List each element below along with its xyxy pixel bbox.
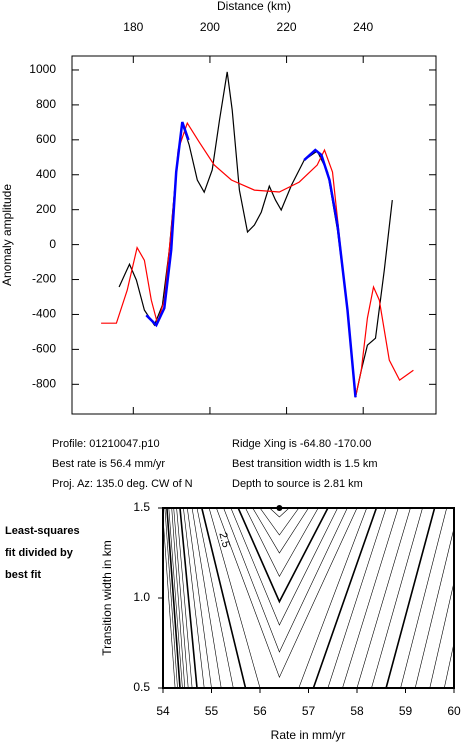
contour-line (171, 508, 454, 688)
contour-line (179, 508, 436, 688)
line (145, 121, 357, 398)
y-axis-label: Anomaly amplitude (0, 184, 14, 286)
annotation: Ridge Xing is -64.80 -170.00 (232, 438, 371, 450)
contour-line (163, 516, 176, 688)
y-tick-label: -200 (32, 272, 56, 286)
contour-line (201, 508, 378, 688)
y-tick-label: -600 (32, 342, 56, 356)
side-title: Least-squares (5, 525, 80, 537)
y-tick-label: 1000 (29, 62, 56, 76)
y-tick-label: 0.5 (133, 680, 150, 694)
y-tick-label: 200 (36, 202, 56, 216)
side-title: best fit (5, 569, 41, 581)
y-tick-label: -800 (32, 376, 56, 390)
line (101, 121, 414, 398)
plot-area (101, 71, 414, 398)
contour-line (196, 508, 387, 688)
y-tick-label: 1.0 (133, 590, 150, 604)
contour-line (173, 508, 454, 688)
y-tick-label: 600 (36, 132, 56, 146)
contour-line (168, 508, 454, 688)
contour-line (183, 508, 423, 688)
x-tick-label: 58 (350, 704, 364, 718)
x-tick-label: 56 (253, 704, 267, 718)
x-tick-label: 180 (123, 20, 143, 34)
annotation: Depth to source is 2.81 km (232, 478, 363, 490)
contour-line (223, 508, 348, 653)
plot-area (163, 508, 454, 688)
contour-line (216, 508, 358, 678)
y-axis-label: Transition width in km (100, 540, 114, 656)
contour-line (164, 508, 178, 688)
annotation: Profile: 01210047.p10 (52, 438, 160, 450)
x-tick-label: 57 (302, 704, 316, 718)
top-frame (71, 55, 437, 415)
contour-line (208, 508, 367, 688)
side-title: fit divided by (5, 547, 74, 559)
annotation: Best transition width is 1.5 km (232, 458, 378, 470)
x-tick-label: 220 (277, 20, 297, 34)
contour-label: 2.5 (216, 531, 232, 549)
contour-line (176, 508, 447, 688)
y-tick-label: 400 (36, 167, 56, 181)
annotation: Best rate is 56.4 mm/yr (52, 458, 165, 470)
x-tick-label: 240 (353, 20, 373, 34)
contour-line (166, 508, 181, 688)
x-tick-label: 55 (205, 704, 219, 718)
best-fit-point (276, 505, 283, 511)
y-tick-label: 1.5 (133, 500, 150, 514)
x-tick-label: 59 (399, 704, 413, 718)
contour-line (187, 508, 411, 688)
y-tick-label: 0 (49, 237, 56, 251)
contour-line (269, 508, 290, 518)
contour-line (259, 508, 300, 536)
x-axis-label: Distance (km) (217, 0, 291, 13)
x-tick-label: 60 (447, 704, 461, 718)
y-tick-label: 800 (36, 97, 56, 111)
x-tick-label: 54 (156, 704, 170, 718)
x-tick-label: 200 (200, 20, 220, 34)
contour-line (237, 508, 329, 604)
contour-line (191, 508, 399, 688)
x-axis-label: Rate in mm/yr (271, 728, 346, 742)
contour-line (245, 508, 319, 578)
contour-line (230, 508, 338, 626)
y-tick-label: -400 (32, 307, 56, 321)
contour-line (252, 508, 309, 554)
annotation: Proj. Az: 135.0 deg. CW of N (52, 478, 193, 490)
